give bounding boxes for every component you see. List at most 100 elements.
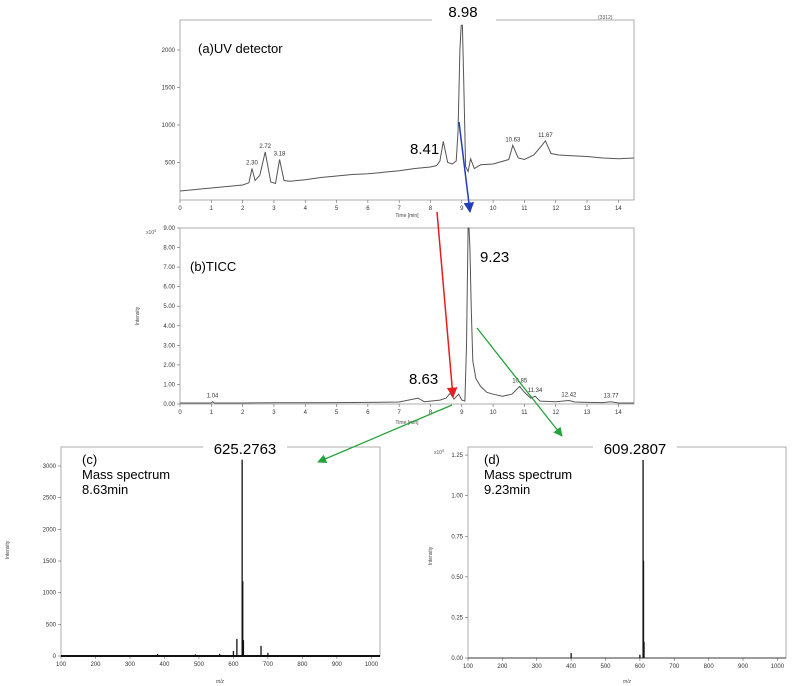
ticc-xtick-label: 13 — [584, 410, 591, 416]
ms-d-label-3: 9.23min — [484, 482, 530, 497]
ticc-peak-label: 10.85 — [512, 378, 528, 384]
uv-series-line — [179, 24, 635, 192]
uv-xtick-label: 10 — [490, 206, 497, 212]
ticc-peak-label: 13.77 — [604, 394, 620, 400]
red-arrow — [436, 211, 458, 399]
ms-c-label-1: (c) — [82, 452, 97, 467]
ticc-ytick-label: 1.00 — [163, 382, 175, 388]
ms_d-xtick-label: 200 — [497, 664, 508, 670]
ticc-xtick-label: 2 — [241, 410, 245, 416]
ms_c-ytick-label: 0 — [53, 654, 57, 660]
ticc-ytick-label: 4.00 — [163, 324, 175, 330]
ms_c-xtick-label: 100 — [56, 662, 67, 668]
ticc-xtick-label: 9 — [460, 410, 464, 416]
ticc-ytick-label: 9.00 — [163, 226, 175, 232]
uv-corner-label: (3312) — [598, 15, 613, 21]
uv-xtick-label: 14 — [615, 206, 622, 212]
ms-d-label-1: (d) — [484, 452, 500, 467]
ms-c-label-3: 8.63min — [82, 482, 128, 497]
ms_d-xtick-label: 700 — [669, 664, 680, 670]
ticc-ytick-label: 8.00 — [163, 246, 175, 252]
ticc-xtick-label: 0 — [178, 410, 182, 416]
ms_d-ytick-label: 0.25 — [451, 615, 463, 621]
ticc-ytick-label: 7.00 — [163, 265, 175, 271]
ms_d-xtick-label: 800 — [704, 664, 715, 670]
uv-callout-box — [432, 0, 496, 22]
ms_c-ytick-label: 500 — [46, 622, 57, 628]
ticc-xlabel: Time [min] — [395, 420, 419, 426]
green-arrow-right — [476, 327, 563, 437]
ms_c-xtick-label: 600 — [228, 662, 239, 668]
ms_c-ytick-label: 2000 — [43, 527, 57, 533]
ticc-xtick-label: 7 — [398, 410, 402, 416]
ticc-xtick-label: 12 — [552, 410, 559, 416]
ms_c-xtick-label: 900 — [332, 662, 343, 668]
ticc-xtick-label: 11 — [521, 410, 528, 416]
uv-xtick-label: 1 — [210, 206, 214, 212]
ms_c-xtick-label: 200 — [90, 662, 101, 668]
ticc-peak-label: 12.42 — [561, 392, 577, 398]
ms_d-xtick-label: 400 — [566, 664, 577, 670]
ms_c-xtick-label: 800 — [297, 662, 308, 668]
uv-peak-label: 3.18 — [274, 152, 286, 158]
ms_c-xtick-label: 700 — [263, 662, 274, 668]
uv-xtick-label: 4 — [304, 206, 308, 212]
ms_d-xtick-label: 1000 — [771, 664, 785, 670]
ms-c-callout: 625.2763 — [214, 441, 277, 458]
ms_d-ytick-label: 1.25 — [451, 453, 463, 459]
uv-xlabel: Time [min] — [395, 213, 419, 219]
ms-c-chart: 100 200 300 400 500 600 700 800 900 1000 0 500 1000 1… — [5, 437, 381, 685]
ticc-chart: 0 1 2 3 4 5 6 7 8 9 10 11 12 13 140.001.002.003.004.00… — [135, 226, 635, 426]
ms-c-xlabel: m/z — [216, 679, 225, 685]
ms_d-ytick-label: 0.75 — [451, 534, 463, 540]
uv-ytick-label: 2000 — [162, 48, 176, 54]
ticc-ytick-label: 0.00 — [163, 402, 175, 408]
uv-peak-label: 2.72 — [259, 144, 271, 150]
uv-xtick-label: 2 — [241, 206, 245, 212]
uv-xtick-label: 5 — [335, 206, 339, 212]
ms-c-label-2: Mass spectrum — [82, 467, 170, 482]
ms_c-ytick-label: 1500 — [43, 559, 57, 565]
ticc-peak-label: 1.04 — [207, 394, 219, 400]
ms-d-callout-box — [593, 437, 677, 458]
ms_d-ytick-label: 0.00 — [451, 656, 463, 662]
ticc-ytick-label: 5.00 — [163, 304, 175, 310]
ticc-ytick-label: 3.00 — [163, 343, 175, 349]
ticc-xtick-label: 8 — [429, 410, 433, 416]
ms_d-xtick-label: 900 — [738, 664, 749, 670]
ticc-multiplier: x105 — [146, 228, 157, 236]
ticc-ytick-label: 6.00 — [163, 285, 175, 291]
ticc-peak-label: 11.34 — [528, 388, 543, 394]
uv-ytick-label: 1000 — [162, 123, 176, 129]
ms_c-xtick-label: 400 — [159, 662, 170, 668]
ms-d-xlabel: m/z — [623, 679, 632, 685]
uv-peak-label: 10.63 — [505, 137, 521, 143]
uv-xtick-label: 0 — [178, 206, 182, 212]
ticc-ytick-label: 2.00 — [163, 363, 175, 369]
ms_d-xtick-label: 500 — [601, 664, 612, 670]
ms_c-ytick-label: 3000 — [43, 464, 57, 470]
ticc-xtick-label: 6 — [366, 410, 370, 416]
ms_d-ytick-label: 1.00 — [451, 494, 463, 500]
ms_d-xtick-label: 300 — [532, 664, 543, 670]
ms_d-ytick-label: 0.50 — [451, 575, 463, 581]
ticc-frame — [179, 227, 635, 405]
ticc-panel-label: (b)TICC — [190, 259, 236, 274]
ms-d-label-2: Mass spectrum — [484, 467, 572, 482]
ticc-xtick-label: 3 — [272, 410, 276, 416]
uv-frame — [179, 19, 635, 201]
ms_c-ytick-label: 1000 — [43, 591, 57, 597]
uv-xtick-label: 13 — [584, 206, 591, 212]
ticc-xtick-label: 1 — [210, 410, 214, 416]
ms-c-callout-box — [203, 437, 287, 458]
uv-peak-label: 2.30 — [246, 161, 258, 167]
uv-ytick-label: 1500 — [162, 86, 176, 92]
uv-xtick-label: 6 — [366, 206, 370, 212]
uv-xtick-label: 8 — [429, 206, 433, 212]
ms-d-callout: 609.2807 — [604, 441, 667, 458]
ticc-xtick-label: 14 — [615, 410, 622, 416]
ms-d-multiplier: x105 — [434, 448, 445, 456]
uv-xtick-label: 7 — [398, 206, 402, 212]
ms-d-chart: 100 200 300 400 500 600 700 800 900 1000 0.00 0.25 0… — [428, 437, 787, 685]
